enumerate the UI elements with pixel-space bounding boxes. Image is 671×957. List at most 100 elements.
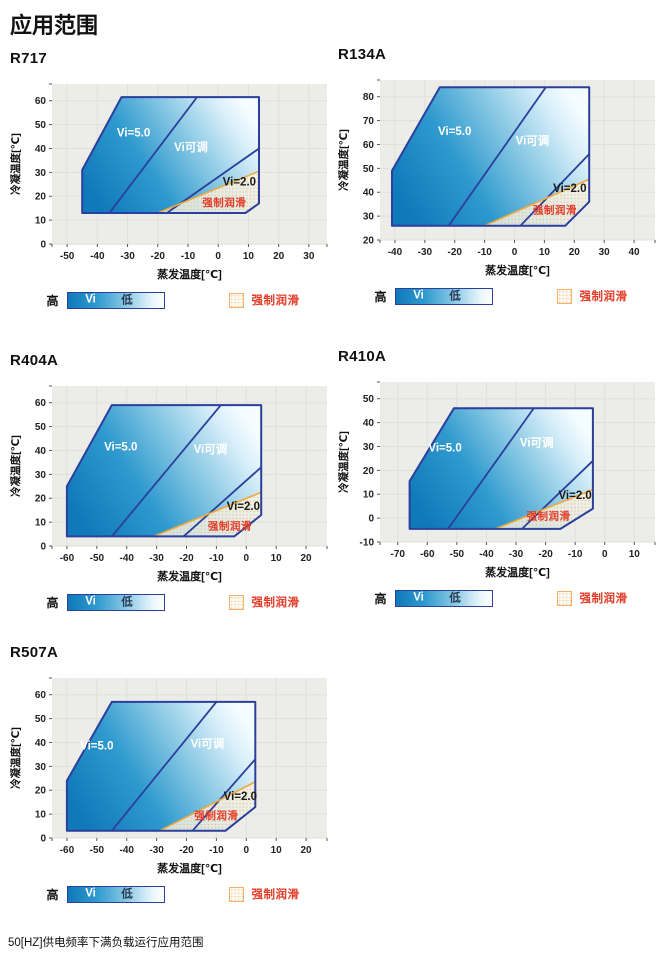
svg-text:20: 20 bbox=[273, 251, 285, 262]
svg-text:-30: -30 bbox=[418, 247, 433, 258]
legend-low-label: 低 bbox=[121, 888, 133, 901]
svg-text:蒸发温度[℃]: 蒸发温度[℃] bbox=[157, 569, 222, 583]
svg-text:强制润滑: 强制润滑 bbox=[527, 509, 571, 522]
svg-text:10: 10 bbox=[629, 549, 641, 560]
svg-text:蒸发温度[℃]: 蒸发温度[℃] bbox=[157, 861, 222, 875]
svg-text:-30: -30 bbox=[120, 251, 135, 262]
svg-text:-10: -10 bbox=[477, 247, 492, 258]
svg-text:10: 10 bbox=[35, 216, 47, 227]
legend-high-label: 高 bbox=[46, 595, 59, 610]
chart-legend: 高 Vi 低 强制润滑 bbox=[8, 290, 338, 310]
legend-forced-label: 强制润滑 bbox=[251, 597, 300, 609]
svg-text:Vi=2.0: Vi=2.0 bbox=[223, 176, 256, 188]
svg-text:20: 20 bbox=[35, 192, 47, 203]
svg-text:-10: -10 bbox=[360, 538, 375, 549]
svg-text:冷凝温度[℃]: 冷凝温度[℃] bbox=[337, 431, 350, 493]
svg-text:30: 30 bbox=[303, 251, 315, 262]
chart-title: R134A bbox=[338, 46, 387, 63]
svg-text:蒸发温度[℃]: 蒸发温度[℃] bbox=[485, 263, 550, 277]
svg-text:40: 40 bbox=[35, 738, 47, 749]
legend-high-label: 高 bbox=[374, 289, 387, 304]
svg-text:40: 40 bbox=[629, 247, 641, 258]
svg-text:Vi可调: Vi可调 bbox=[194, 442, 228, 456]
legend-forced-label: 强制润滑 bbox=[579, 593, 628, 605]
svg-text:40: 40 bbox=[363, 188, 375, 199]
svg-text:30: 30 bbox=[599, 247, 611, 258]
legend-high-label: 高 bbox=[46, 293, 59, 308]
svg-text:Vi=2.0: Vi=2.0 bbox=[558, 490, 591, 502]
svg-text:-30: -30 bbox=[509, 549, 524, 560]
svg-text:-60: -60 bbox=[60, 553, 75, 564]
chart-block-r507a: R507A Vi=5.0 Vi可调 Vi=2.0 强制润滑 -60 -50 -40 -30 -2… bbox=[8, 644, 338, 904]
svg-text:10: 10 bbox=[271, 553, 283, 564]
legend-low-label: 低 bbox=[121, 294, 133, 307]
svg-text:冷凝温度[℃]: 冷凝温度[℃] bbox=[9, 133, 22, 195]
svg-text:60: 60 bbox=[35, 398, 47, 409]
svg-text:强制润滑: 强制润滑 bbox=[533, 204, 577, 217]
svg-text:-40: -40 bbox=[120, 845, 135, 856]
forced-lube-swatch bbox=[228, 292, 244, 308]
legend-forced-label: 强制润滑 bbox=[579, 291, 628, 303]
svg-text:Vi=2.0: Vi=2.0 bbox=[224, 791, 257, 803]
svg-text:Vi=5.0: Vi=5.0 bbox=[428, 442, 461, 454]
svg-text:20: 20 bbox=[35, 786, 47, 797]
svg-text:Vi=2.0: Vi=2.0 bbox=[227, 501, 260, 513]
forced-lube-swatch bbox=[228, 594, 244, 610]
svg-text:强制润滑: 强制润滑 bbox=[208, 519, 252, 532]
svg-text:-20: -20 bbox=[179, 553, 194, 564]
svg-text:0: 0 bbox=[215, 251, 221, 262]
svg-text:强制润滑: 强制润滑 bbox=[194, 809, 238, 822]
legend-low-label: 低 bbox=[449, 592, 461, 605]
svg-text:0: 0 bbox=[368, 514, 374, 525]
chart-legend: 高 Vi 低 强制润滑 bbox=[8, 884, 338, 904]
svg-text:30: 30 bbox=[35, 762, 47, 773]
svg-text:-10: -10 bbox=[209, 553, 224, 564]
svg-text:10: 10 bbox=[35, 518, 47, 529]
vi-gradient-bar: Vi 低 bbox=[66, 291, 165, 309]
svg-text:-50: -50 bbox=[450, 549, 465, 560]
chart-block-r134a: R134A Vi=5.0 Vi可调 Vi=2.0 强制润滑 -40 -30 -20 -10 0 1… bbox=[336, 46, 666, 306]
chart-canvas-r507a: Vi=5.0 Vi可调 Vi=2.0 强制润滑 -60 -50 -40 -30 -20 -10 0 1… bbox=[9, 677, 328, 875]
legend-forced-label: 强制润滑 bbox=[251, 295, 300, 307]
svg-text:Vi=2.0: Vi=2.0 bbox=[553, 183, 586, 195]
svg-text:-40: -40 bbox=[479, 549, 494, 560]
chart-block-r404a: R404A Vi=5.0 Vi可调 Vi=2.0 强制润滑 -60 -50 -40 -30 -2… bbox=[8, 352, 338, 612]
svg-text:-50: -50 bbox=[90, 845, 105, 856]
svg-text:-60: -60 bbox=[420, 549, 435, 560]
svg-text:-40: -40 bbox=[120, 553, 135, 564]
footer-note: 50[HZ]供电频率下满负载运行应用范围 bbox=[8, 937, 204, 949]
svg-text:-20: -20 bbox=[448, 247, 463, 258]
legend-vi-label: Vi bbox=[413, 289, 424, 302]
svg-text:-20: -20 bbox=[538, 549, 553, 560]
vi-gradient-bar: Vi 低 bbox=[66, 885, 165, 903]
svg-text:Vi=5.0: Vi=5.0 bbox=[117, 128, 150, 140]
svg-text:-10: -10 bbox=[181, 251, 196, 262]
svg-text:40: 40 bbox=[363, 418, 375, 429]
chart-legend: 高 Vi 低 强制润滑 bbox=[336, 588, 666, 608]
legend-low-label: 低 bbox=[121, 596, 133, 609]
forced-lube-swatch bbox=[556, 288, 572, 304]
legend-vi-label: Vi bbox=[413, 591, 424, 604]
svg-text:-40: -40 bbox=[90, 251, 105, 262]
svg-text:0: 0 bbox=[512, 247, 518, 258]
vi-gradient-bar: Vi 低 bbox=[66, 593, 165, 611]
svg-text:30: 30 bbox=[35, 470, 47, 481]
svg-text:Vi可调: Vi可调 bbox=[516, 133, 550, 147]
svg-text:30: 30 bbox=[363, 212, 375, 223]
svg-text:0: 0 bbox=[244, 845, 250, 856]
svg-text:蒸发温度[℃]: 蒸发温度[℃] bbox=[157, 267, 222, 281]
legend-vi-label: Vi bbox=[85, 887, 96, 900]
svg-text:-10: -10 bbox=[568, 549, 583, 560]
vi-gradient-bar: Vi 低 bbox=[394, 589, 493, 607]
svg-text:Vi可调: Vi可调 bbox=[520, 435, 554, 449]
svg-text:Vi可调: Vi可调 bbox=[191, 736, 225, 750]
svg-text:40: 40 bbox=[35, 144, 47, 155]
svg-text:-20: -20 bbox=[179, 845, 194, 856]
svg-text:30: 30 bbox=[363, 442, 375, 453]
legend-high-label: 高 bbox=[374, 591, 387, 606]
svg-text:-10: -10 bbox=[209, 845, 224, 856]
svg-text:0: 0 bbox=[244, 553, 250, 564]
chart-legend: 高 Vi 低 强制润滑 bbox=[336, 286, 666, 306]
chart-canvas-r717: Vi=5.0 Vi可调 Vi=2.0 强制润滑 -50 -40 -30 -20 -10 0 10 20… bbox=[9, 83, 328, 281]
svg-text:冷凝温度[℃]: 冷凝温度[℃] bbox=[9, 727, 22, 789]
